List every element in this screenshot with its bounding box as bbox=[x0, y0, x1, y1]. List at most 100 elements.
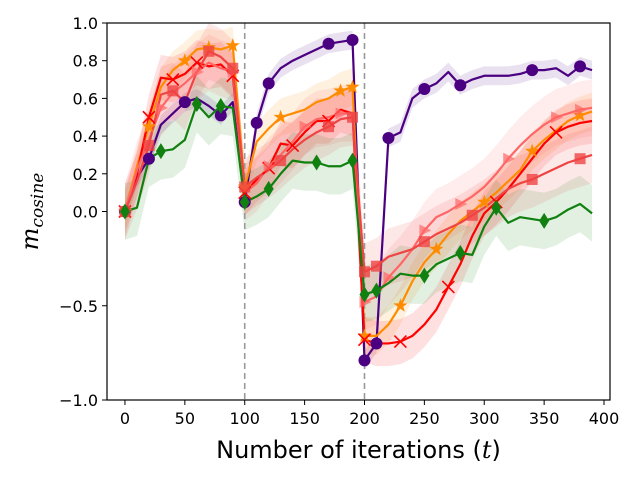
marker-series-0-25 bbox=[418, 82, 431, 95]
x-tick-label-0: 0 bbox=[120, 409, 130, 428]
marker-series-2-2 bbox=[142, 110, 156, 124]
marker-series-4-17 bbox=[323, 121, 335, 133]
marker-series-5-10 bbox=[239, 194, 250, 211]
y-tick-label-5: 0.6 bbox=[73, 89, 98, 108]
marker-series-0-28 bbox=[454, 79, 467, 92]
marker-series-1-38 bbox=[572, 107, 588, 122]
y-tick-label-7: 1.0 bbox=[73, 14, 98, 33]
series-lines bbox=[123, 38, 593, 362]
marker-series-0-22 bbox=[382, 131, 395, 144]
marker-series-3-38 bbox=[575, 103, 588, 116]
marker-series-4-34 bbox=[526, 173, 538, 185]
marker-series-1-34 bbox=[525, 143, 540, 158]
y-tick-label-4: 0.4 bbox=[73, 127, 98, 146]
marker-series-5-31 bbox=[491, 199, 502, 216]
marker-series-3-3 bbox=[155, 101, 168, 114]
x-tick-label-5: 250 bbox=[409, 409, 440, 428]
marker-series-0-5 bbox=[178, 96, 191, 109]
x-tick-label-8: 400 bbox=[589, 409, 620, 428]
marker-series-0-19 bbox=[346, 33, 359, 46]
marker-series-5-0 bbox=[119, 203, 130, 220]
marker-series-2-4 bbox=[166, 72, 180, 87]
y-tick-label-3: 0.2 bbox=[73, 165, 98, 184]
marker-series-0-17 bbox=[322, 37, 335, 50]
marker-series-4-13 bbox=[275, 155, 287, 167]
marker-series-5-3 bbox=[155, 143, 166, 160]
x-tick-label-3: 150 bbox=[289, 409, 320, 428]
marker-series-3-36 bbox=[551, 111, 564, 124]
marker-series-2-20 bbox=[357, 333, 372, 347]
marker-series-2-36 bbox=[549, 125, 563, 139]
marker-series-3-15 bbox=[299, 120, 312, 133]
marker-series-5-19 bbox=[347, 152, 358, 169]
marker-series-4-21 bbox=[370, 260, 382, 272]
marker-series-0-2 bbox=[142, 152, 155, 165]
marker-series-3-32 bbox=[503, 152, 516, 165]
x-tick-label-2: 100 bbox=[229, 409, 260, 428]
marker-series-5-16 bbox=[311, 154, 322, 171]
marker-series-3-28 bbox=[455, 197, 468, 210]
marker-series-1-18 bbox=[333, 83, 348, 97]
marker-series-4-29 bbox=[466, 209, 478, 221]
marker-series-3-18 bbox=[335, 107, 348, 120]
marker-series-4-10 bbox=[239, 181, 251, 193]
marker-series-0-38 bbox=[574, 60, 587, 73]
marker-series-3-12 bbox=[263, 160, 276, 173]
marker-series-5-8 bbox=[215, 97, 226, 114]
marker-series-0-8 bbox=[214, 109, 227, 122]
y-tick-label-2: 0.0 bbox=[73, 203, 98, 222]
marker-series-5-20 bbox=[359, 286, 370, 303]
marker-series-5-21 bbox=[371, 282, 382, 299]
x-axis-title: Number of iterations (t) bbox=[216, 436, 501, 464]
marker-series-3-25 bbox=[419, 224, 432, 237]
x-tick-label-4: 200 bbox=[349, 409, 380, 428]
marker-series-1-26 bbox=[429, 241, 444, 256]
y-tick-label-1: −0.5 bbox=[59, 297, 98, 316]
y-axis-title: mcosine bbox=[16, 173, 48, 251]
marker-series-1-5 bbox=[177, 53, 192, 67]
marker-series-2-23 bbox=[393, 334, 407, 349]
marker-series-4-38 bbox=[574, 153, 586, 165]
axis-ticks: 0 50 100 150 200 250 300 350 400 −1.0 −0.5 0.0 0.2 0.… bbox=[59, 14, 619, 428]
y-tick-label-6: 0.8 bbox=[73, 52, 98, 71]
marker-series-3-22 bbox=[383, 271, 396, 284]
marker-series-4-19 bbox=[347, 111, 359, 123]
series-markers bbox=[117, 33, 588, 367]
marker-series-1-9 bbox=[225, 38, 240, 52]
marker-series-4-7 bbox=[203, 45, 215, 57]
marker-series-4-4 bbox=[167, 85, 179, 97]
x-axis-title-end: ) bbox=[491, 436, 500, 464]
marker-series-5-6 bbox=[191, 96, 202, 113]
line-series-5 bbox=[124, 102, 593, 296]
marker-series-0-21 bbox=[370, 337, 383, 350]
band-series-5 bbox=[124, 75, 593, 323]
x-tick-label-1: 50 bbox=[175, 409, 195, 428]
marker-series-3-6 bbox=[191, 66, 204, 79]
marker-series-1-30 bbox=[477, 194, 492, 209]
marker-series-1-13 bbox=[273, 109, 288, 124]
line-series-4 bbox=[123, 50, 593, 273]
y-tick-label-0: −1.0 bbox=[59, 391, 98, 410]
marker-series-1-19 bbox=[345, 79, 360, 94]
marker-series-4-2 bbox=[143, 140, 155, 152]
x-axis-title-main: Number of iterations ( bbox=[216, 436, 482, 464]
x-axis-title-var: t bbox=[482, 436, 492, 464]
marker-series-4-20 bbox=[358, 266, 370, 278]
marker-series-1-2 bbox=[141, 119, 157, 133]
marker-series-0-34 bbox=[526, 64, 539, 77]
marker-series-1-20 bbox=[357, 328, 372, 342]
marker-series-2-14 bbox=[286, 138, 300, 153]
marker-series-0-12 bbox=[262, 77, 275, 90]
marker-series-5-28 bbox=[455, 244, 466, 261]
x-tick-label-6: 300 bbox=[469, 409, 500, 428]
marker-series-5-25 bbox=[419, 267, 430, 284]
marker-series-1-23 bbox=[393, 298, 408, 312]
marker-series-0-20 bbox=[358, 354, 371, 367]
y-axis-title-sub: cosine bbox=[28, 173, 48, 228]
marker-series-0-11 bbox=[250, 116, 263, 129]
marker-series-4-25 bbox=[418, 236, 430, 248]
marker-series-5-12 bbox=[263, 180, 274, 197]
marker-series-2-27 bbox=[441, 280, 455, 294]
marker-series-4-9 bbox=[227, 62, 239, 74]
